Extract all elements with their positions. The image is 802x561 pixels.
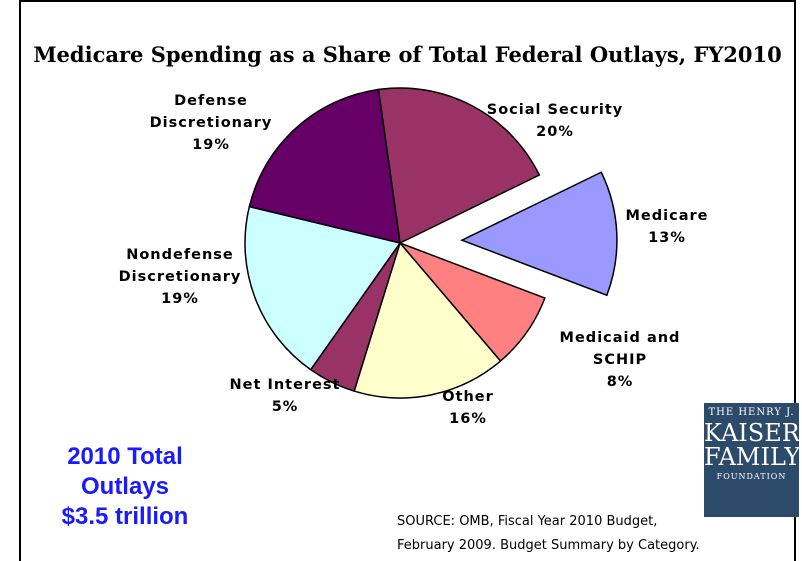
total-line3: $3.5 trillion: [61, 503, 189, 530]
kaiser-logo: THE HENRY J. KAISER FAMILY FOUNDATION: [704, 403, 801, 517]
label-medicaid: Medicaid and SCHIP 8%: [540, 327, 700, 393]
label-social-security-name: Social Security: [486, 102, 624, 118]
total-line2: Outlays: [80, 473, 170, 500]
logo-line2: KAISER: [704, 419, 800, 447]
pie-slice-defense-discretionary: [248, 88, 401, 244]
label-medicare-name: Medicare: [625, 208, 709, 224]
label-medicaid-name2: SCHIP: [592, 352, 648, 368]
pie-slice-nondefense-discretionary: [244, 205, 402, 371]
logo-line4: FOUNDATION: [716, 472, 787, 481]
total-line1: 2010 Total: [67, 443, 183, 470]
label-net-interest-pct: 5%: [271, 399, 299, 415]
label-defense-name2: Discretionary: [149, 115, 273, 131]
label-nondefense-name2: Discretionary: [118, 269, 242, 285]
label-defense-pct: 19%: [192, 137, 230, 153]
pie-slice-social-security: [377, 87, 541, 245]
label-other: Other 16%: [413, 386, 523, 430]
label-nondefense-pct: 19%: [161, 291, 199, 307]
label-net-interest-name: Net Interest: [229, 377, 341, 393]
label-other-name: Other: [442, 389, 494, 405]
chart-title: Medicare Spending as a Share of Total Fe…: [33, 42, 782, 67]
label-medicare-pct: 13%: [648, 230, 686, 246]
label-defense-name: Defense: [174, 93, 248, 109]
total-outlays: 2010 Total Outlays $3.5 trillion: [20, 442, 230, 532]
logo-line3: FAMILY: [704, 443, 801, 471]
label-medicaid-name: Medicaid and: [559, 330, 681, 346]
label-social-security: Social Security 20%: [470, 99, 640, 143]
source-line1: SOURCE: OMB, Fiscal Year 2010 Budget,: [397, 514, 658, 529]
label-defense: Defense Discretionary 19%: [136, 90, 286, 156]
label-nondefense: Nondefense Discretionary 19%: [100, 244, 260, 310]
label-social-security-pct: 20%: [536, 124, 574, 140]
label-nondefense-name: Nondefense: [126, 247, 234, 263]
source-line2: February 2009. Budget Summary by Categor…: [397, 538, 700, 553]
pie-slice-medicare: [460, 171, 618, 297]
pie-slice-other: [353, 241, 502, 399]
label-medicare: Medicare 13%: [612, 205, 722, 249]
logo-line1: THE HENRY J.: [708, 407, 795, 418]
label-medicaid-pct: 8%: [606, 374, 634, 390]
label-other-pct: 16%: [449, 411, 487, 427]
source-note: SOURCE: OMB, Fiscal Year 2010 Budget, Fe…: [397, 510, 797, 558]
label-net-interest: Net Interest 5%: [210, 374, 360, 418]
